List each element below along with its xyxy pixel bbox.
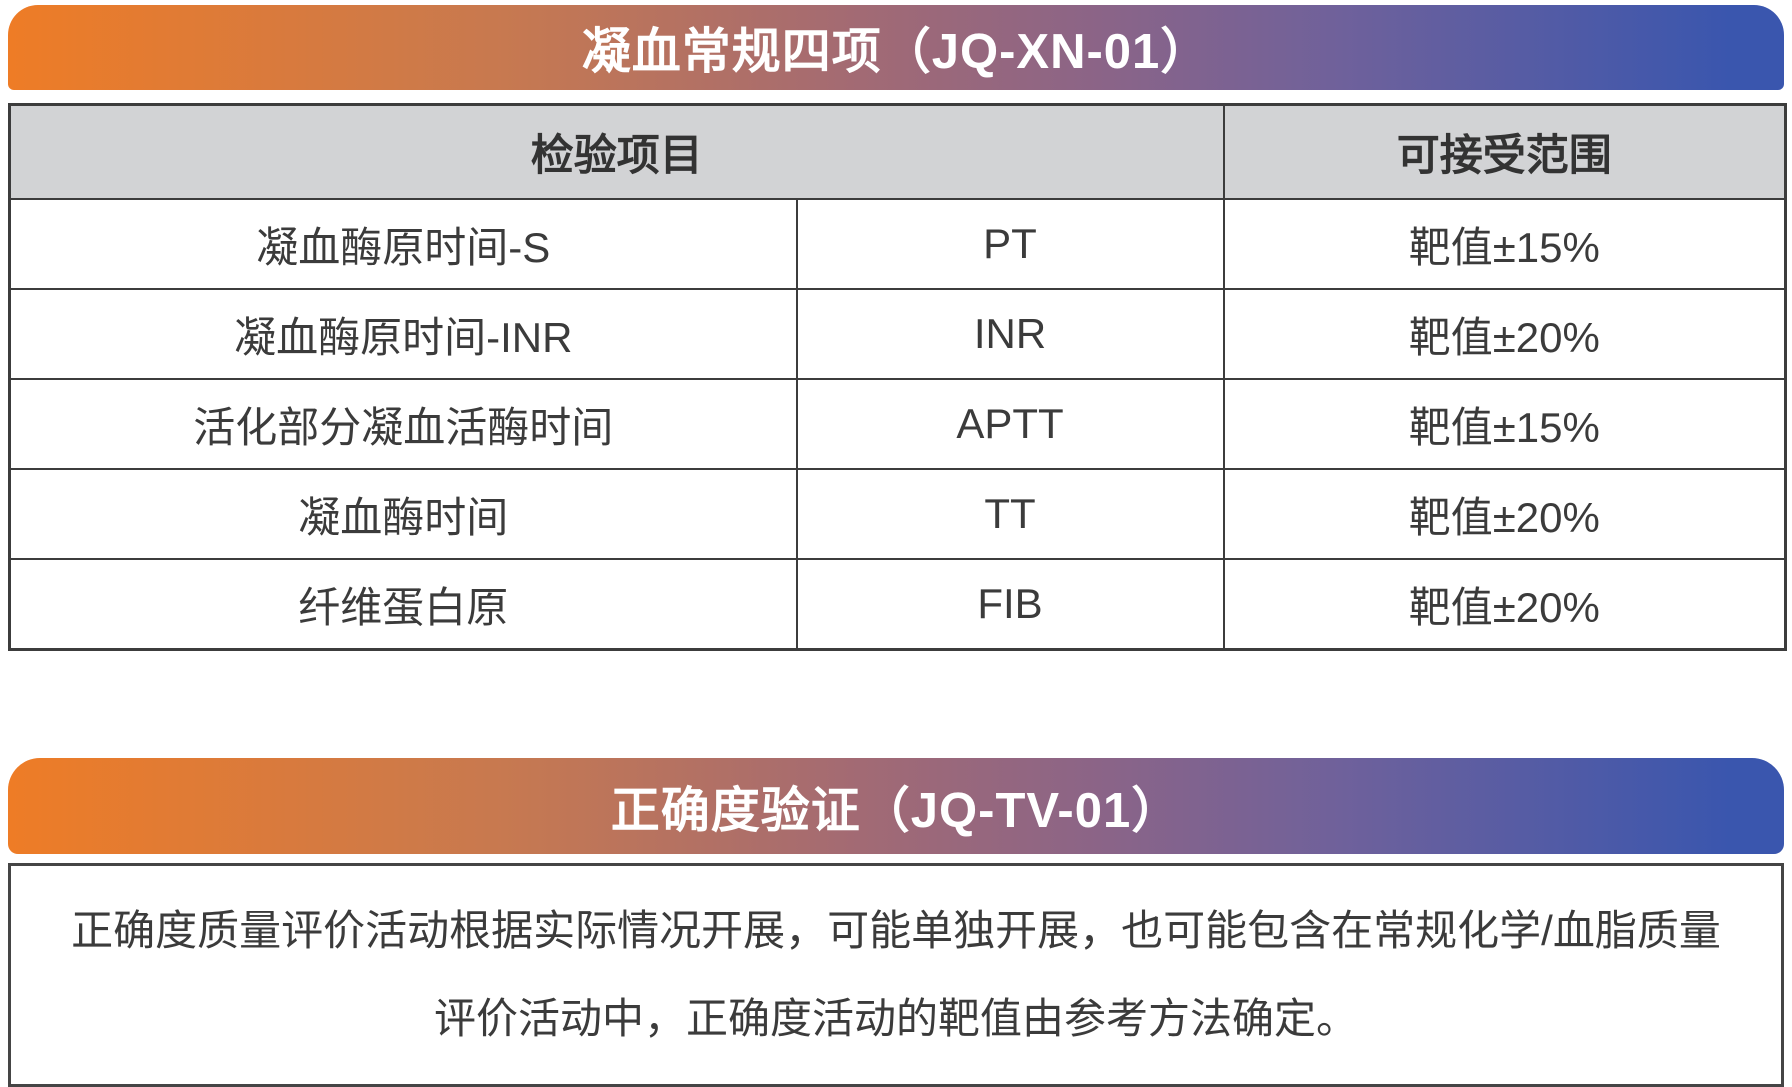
table-row: 纤维蛋白原 FIB 靶值±20% — [8, 558, 1787, 651]
cell-test-abbr: FIB — [795, 558, 1225, 651]
trueness-note-line-2: 评价活动中，正确度活动的靶值由参考方法确定。 — [433, 995, 1358, 1042]
cell-test-name: 活化部分凝血活酶时间 — [8, 378, 798, 470]
cell-test-abbr: APTT — [795, 378, 1225, 470]
cell-test-name: 凝血酶原时间-S — [8, 198, 798, 290]
cell-test-name: 凝血酶时间 — [8, 468, 798, 560]
trueness-section-banner: 正确度验证（JQ-TV-01） — [8, 758, 1784, 854]
coagulation-acceptance-table: 检验项目 可接受范围 凝血酶原时间-S PT 靶值±15% 凝血酶原时间-INR… — [8, 103, 1787, 651]
table-header-row: 检验项目 可接受范围 — [8, 103, 1787, 200]
table-row: 凝血酶原时间-S PT 靶值±15% — [8, 198, 1787, 290]
trueness-note-line-1: 正确度质量评价活动根据实际情况开展，可能单独开展，也可能包含在常规化学/血脂质量 — [71, 907, 1721, 954]
cell-test-name: 纤维蛋白原 — [8, 558, 798, 651]
cell-test-name: 凝血酶原时间-INR — [8, 288, 798, 380]
header-cell-acceptable-range: 可接受范围 — [1222, 103, 1787, 200]
cell-test-abbr: INR — [795, 288, 1225, 380]
table-row: 活化部分凝血活酶时间 APTT 靶值±15% — [8, 378, 1787, 470]
trueness-note-box: 正确度质量评价活动根据实际情况开展，可能单独开展，也可能包含在常规化学/血脂质量… — [8, 863, 1784, 1087]
cell-acceptable-range: 靶值±15% — [1222, 378, 1787, 470]
cell-test-abbr: PT — [795, 198, 1225, 290]
coagulation-section-banner: 凝血常规四项（JQ-XN-01） — [8, 5, 1784, 90]
cell-acceptable-range: 靶值±20% — [1222, 468, 1787, 560]
table-row: 凝血酶原时间-INR INR 靶值±20% — [8, 288, 1787, 380]
cell-acceptable-range: 靶值±15% — [1222, 198, 1787, 290]
cell-acceptable-range: 靶值±20% — [1222, 558, 1787, 651]
trueness-section-title: 正确度验证（JQ-TV-01） — [610, 783, 1182, 838]
header-cell-test-item: 检验项目 — [8, 103, 1225, 200]
table-row: 凝血酶时间 TT 靶值±20% — [8, 468, 1787, 560]
cell-test-abbr: TT — [795, 468, 1225, 560]
cell-acceptable-range: 靶值±20% — [1222, 288, 1787, 380]
coagulation-section-title: 凝血常规四项（JQ-XN-01） — [581, 25, 1211, 79]
